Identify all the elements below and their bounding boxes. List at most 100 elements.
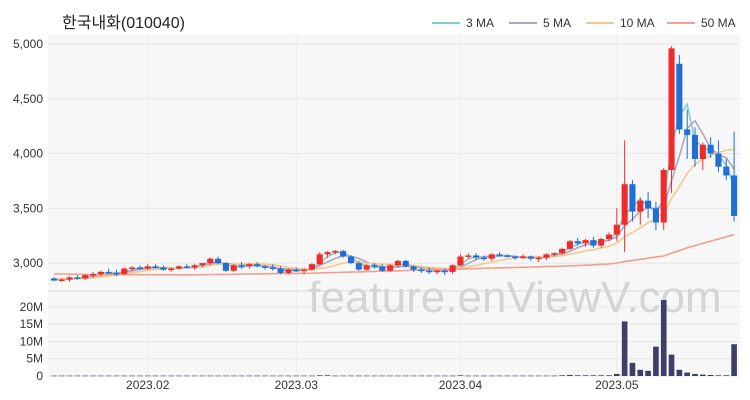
candle-body (199, 263, 206, 266)
volume-bar (215, 375, 221, 377)
candle (519, 254, 527, 259)
price-tick-label: 4,000 (13, 147, 43, 161)
candle-body (410, 266, 417, 270)
candle (621, 140, 628, 253)
ma-line (53, 148, 735, 280)
candle-body (519, 256, 527, 259)
candle (293, 267, 300, 272)
candle (684, 109, 691, 160)
candle (731, 131, 738, 222)
volume-bar (223, 375, 229, 377)
candle-body (691, 134, 699, 160)
volume-bar (230, 375, 237, 377)
candle (316, 252, 323, 266)
volume-bar (277, 375, 284, 377)
volume-bar (387, 375, 393, 377)
volume-tick-label: 0 (36, 369, 43, 383)
candle-body (222, 263, 229, 271)
volume-tick-label: 20M (20, 300, 43, 314)
price-tick-label: 3,500 (13, 201, 43, 215)
candle (183, 264, 190, 269)
candle-body (347, 256, 355, 264)
candle (723, 159, 730, 180)
plot-area (48, 34, 740, 376)
candle (121, 267, 128, 276)
candle-body (89, 274, 97, 276)
candle-body (433, 270, 441, 273)
candle-body (613, 224, 620, 235)
volume-bar (285, 375, 292, 377)
candle-body (277, 268, 284, 273)
candle (144, 264, 151, 270)
candle-body (152, 266, 159, 268)
candle (246, 263, 253, 269)
volume-bar (105, 375, 112, 377)
candle (50, 277, 57, 281)
volume-bar (246, 375, 253, 377)
candle-body (254, 264, 261, 267)
volume-bars (51, 300, 737, 377)
candle-body (598, 238, 605, 246)
volume-bar (82, 375, 88, 377)
candle-body (66, 277, 73, 280)
candle (590, 236, 597, 248)
volume-bar (348, 375, 354, 377)
candle (629, 179, 636, 222)
volume-bar (567, 374, 573, 376)
date-tick-label: 2023.02 (126, 378, 170, 392)
volume-bar (715, 375, 722, 376)
volume-bar (434, 375, 440, 377)
candle-body (316, 254, 323, 265)
candle (426, 267, 433, 275)
volume-bar (379, 375, 386, 377)
volume-bar (457, 375, 464, 376)
candle-body (566, 241, 573, 249)
candle (66, 276, 73, 282)
candle (277, 266, 284, 275)
candle-body (191, 265, 198, 268)
candle (308, 263, 315, 271)
candle (676, 54, 683, 134)
candle (175, 265, 183, 270)
volume-bar (496, 375, 503, 377)
candle (168, 267, 175, 272)
candle (394, 259, 401, 268)
volume-bar (90, 375, 96, 377)
candle (480, 255, 487, 261)
ma-line (53, 233, 735, 276)
candle (387, 264, 394, 272)
volume-bar (309, 375, 315, 377)
volume-bar (653, 346, 659, 376)
candle-body (512, 256, 519, 259)
candle (660, 167, 667, 231)
volume-bar (58, 375, 65, 377)
candle-body (82, 275, 89, 279)
candlesticks (50, 46, 738, 282)
candle-body (605, 234, 613, 239)
volume-bar (262, 375, 268, 377)
legend: 3 MA 5 MA 10 MA 50 MA (432, 16, 736, 30)
volume-bar (465, 375, 472, 377)
volume-bar (184, 375, 190, 377)
candle (715, 140, 722, 173)
volume-bar (238, 375, 245, 377)
candle (105, 268, 112, 275)
candle-body (723, 166, 730, 176)
candle (582, 238, 589, 247)
volume-bar (449, 375, 456, 377)
volume-bar (176, 375, 182, 377)
volume-bar (481, 375, 487, 377)
candle-body (473, 255, 480, 258)
candle (97, 270, 104, 277)
volume-bar (129, 375, 135, 377)
volume-bar (528, 375, 534, 377)
candle (418, 267, 425, 273)
candle (199, 263, 206, 268)
candle (113, 269, 120, 277)
candle (574, 237, 581, 246)
candle-body (496, 254, 503, 256)
volume-bar (402, 375, 409, 377)
candle-body (285, 269, 292, 273)
volume-bar (270, 375, 276, 377)
volume-bar (559, 375, 565, 376)
